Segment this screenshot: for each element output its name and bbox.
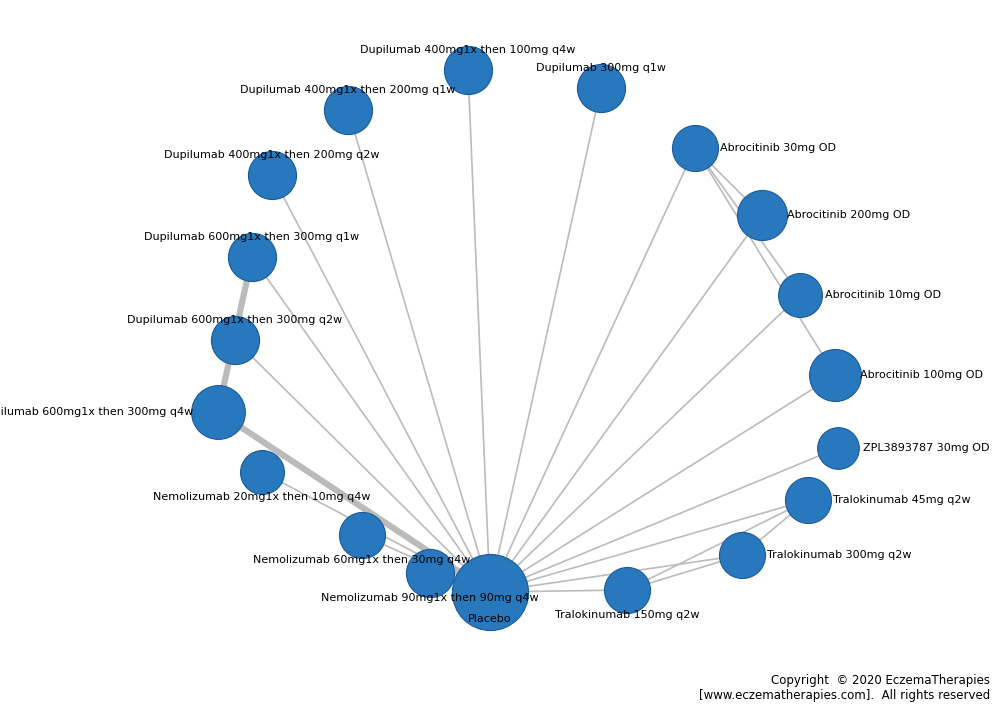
Point bbox=[460, 64, 476, 75]
Point bbox=[830, 442, 846, 454]
Point bbox=[354, 529, 370, 540]
Point bbox=[734, 549, 750, 560]
Text: Dupilumab 600mg1x then 300mg q2w: Dupilumab 600mg1x then 300mg q2w bbox=[127, 315, 343, 325]
Point bbox=[244, 251, 260, 263]
Point bbox=[754, 209, 770, 221]
Point bbox=[792, 289, 808, 300]
Text: Abrocitinib 200mg OD: Abrocitinib 200mg OD bbox=[787, 210, 910, 220]
Text: Dupilumab 600mg1x then 300mg q4w: Dupilumab 600mg1x then 300mg q4w bbox=[0, 407, 193, 417]
Point bbox=[593, 83, 609, 94]
Text: Copyright  © 2020 EczemaTherapies
[www.eczematherapies.com].  All rights reserve: Copyright © 2020 EczemaTherapies [www.ec… bbox=[699, 674, 990, 702]
Text: Nemolizumab 20mg1x then 10mg q4w: Nemolizumab 20mg1x then 10mg q4w bbox=[153, 492, 371, 502]
Text: Tralokinumab 45mg q2w: Tralokinumab 45mg q2w bbox=[833, 495, 971, 505]
Text: ZPL3893787 30mg OD: ZPL3893787 30mg OD bbox=[863, 443, 990, 453]
Text: Abrocitinib 10mg OD: Abrocitinib 10mg OD bbox=[825, 290, 941, 300]
Text: Tralokinumab 150mg q2w: Tralokinumab 150mg q2w bbox=[555, 610, 699, 620]
Point bbox=[264, 169, 280, 181]
Point bbox=[254, 466, 270, 478]
Text: Dupilumab 600mg1x then 300mg q1w: Dupilumab 600mg1x then 300mg q1w bbox=[144, 232, 360, 242]
Point bbox=[340, 104, 356, 115]
Point bbox=[687, 142, 703, 154]
Text: Abrocitinib 30mg OD: Abrocitinib 30mg OD bbox=[720, 143, 836, 153]
Text: Nemolizumab 60mg1x then 30mg q4w: Nemolizumab 60mg1x then 30mg q4w bbox=[253, 555, 471, 565]
Text: Placebo: Placebo bbox=[468, 614, 512, 624]
Point bbox=[482, 586, 498, 597]
Text: Dupilumab 300mg q1w: Dupilumab 300mg q1w bbox=[536, 63, 666, 73]
Text: Tralokinumab 300mg q2w: Tralokinumab 300mg q2w bbox=[767, 550, 912, 560]
Text: Dupilumab 400mg1x then 200mg q1w: Dupilumab 400mg1x then 200mg q1w bbox=[240, 85, 456, 95]
Point bbox=[619, 585, 635, 596]
Text: Dupilumab 400mg1x then 200mg q2w: Dupilumab 400mg1x then 200mg q2w bbox=[164, 150, 380, 160]
Point bbox=[422, 567, 438, 579]
Text: Abrocitinib 100mg OD: Abrocitinib 100mg OD bbox=[860, 370, 983, 380]
Text: Nemolizumab 90mg1x then 90mg q4w: Nemolizumab 90mg1x then 90mg q4w bbox=[321, 593, 539, 603]
Point bbox=[227, 335, 243, 346]
Text: Dupilumab 400mg1x then 100mg q4w: Dupilumab 400mg1x then 100mg q4w bbox=[360, 45, 576, 55]
Point bbox=[800, 494, 816, 506]
Point bbox=[827, 370, 843, 381]
Point bbox=[210, 407, 226, 418]
